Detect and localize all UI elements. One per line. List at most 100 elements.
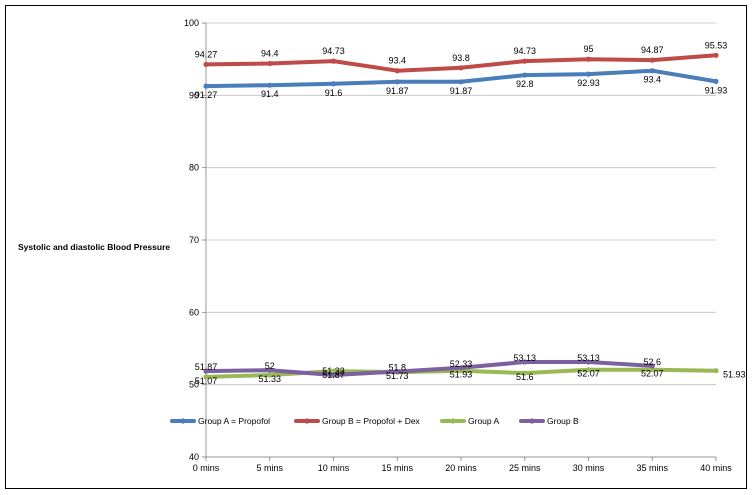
- data-point: [522, 72, 528, 78]
- axes: [202, 22, 717, 461]
- data-point: [267, 367, 273, 373]
- x-tick-label: 40 mins: [700, 463, 732, 473]
- data-point: [713, 368, 719, 374]
- data-point: [203, 61, 209, 68]
- data-label: 94.27: [195, 49, 218, 59]
- legend-label: Group A: [468, 416, 500, 426]
- x-tick-label: 15 mins: [381, 463, 413, 473]
- legend-label: Group B = Propofol + Dex: [322, 416, 421, 426]
- data-point: [522, 370, 528, 376]
- y-tick-label: 100: [184, 18, 199, 28]
- data-label: 51.6: [516, 372, 534, 382]
- data-label: 51.33: [258, 374, 281, 384]
- data-label: 91.6: [325, 88, 343, 98]
- data-label: 53.13: [577, 353, 600, 363]
- y-tick-label: 50: [189, 380, 199, 390]
- data-label: 92.8: [516, 79, 534, 89]
- data-label: 52.07: [577, 369, 600, 379]
- data-point: [649, 68, 655, 74]
- data-point: [394, 79, 400, 85]
- legend-label: Group A = Propofol: [198, 416, 270, 426]
- series-lines: [203, 52, 719, 380]
- data-label: 91.93: [705, 85, 728, 95]
- data-label: 91.27: [195, 90, 218, 100]
- y-tick-labels: 40 50 60 70 80 90 100: [184, 18, 199, 462]
- y-tick-label: 60: [189, 307, 199, 317]
- data-point: [713, 52, 719, 58]
- data-point: [267, 372, 273, 378]
- x-tick-label: 10 mins: [318, 463, 350, 473]
- data-label: 94.73: [322, 46, 345, 56]
- x-tick-label: 0 mins: [193, 463, 220, 473]
- data-point: [522, 58, 528, 64]
- data-label: 51.87: [195, 362, 218, 372]
- data-point: [330, 81, 337, 87]
- x-tick-label: 35 mins: [636, 463, 668, 473]
- data-point: [330, 372, 337, 378]
- data-label: 52.6: [643, 357, 661, 367]
- data-point: [585, 359, 592, 365]
- data-point: [649, 367, 655, 373]
- x-tick-label: 30 mins: [573, 463, 605, 473]
- data-point: [203, 374, 209, 380]
- x-tick-labels: 0 mins 5 mins 10 mins 15 mins 20 mins 25 mins…: [193, 463, 733, 473]
- data-label: 51.33: [322, 366, 345, 376]
- data-point: [649, 363, 655, 369]
- data-label: 52.07: [641, 369, 664, 379]
- data-label: 51.87: [322, 370, 345, 380]
- data-point: [649, 57, 655, 63]
- legend-label: Group B: [547, 416, 579, 426]
- data-point: [267, 82, 273, 88]
- y-tick-label: 40: [189, 452, 199, 462]
- chart-frame: [5, 5, 747, 489]
- data-label: 94.73: [513, 46, 536, 56]
- data-point: [203, 368, 209, 374]
- data-point: [458, 365, 464, 371]
- data-point: [330, 58, 337, 64]
- y-axis-label: Systolic and diastolic Blood Pressure: [18, 242, 170, 252]
- legend-marker: [450, 418, 456, 424]
- data-point: [394, 369, 400, 375]
- data-label: 53.13: [513, 353, 536, 363]
- legend-marker: [180, 418, 186, 424]
- data-label: 92.93: [577, 78, 600, 88]
- data-label: 93.4: [643, 75, 661, 85]
- data-labels: 91.27 91.4 91.6 91.87 91.87 92.8 92.93 93.4 91.9…: [195, 40, 746, 386]
- data-label: 91.4: [261, 89, 279, 99]
- legend-marker: [304, 418, 310, 424]
- data-point: [203, 83, 209, 89]
- legend-marker: [529, 418, 535, 424]
- x-tick-label: 20 mins: [445, 463, 477, 473]
- data-label: 51.73: [386, 371, 409, 381]
- legend: Group A = Propofol Group B = Propofol + D…: [170, 416, 579, 426]
- x-tick-label: 25 mins: [509, 463, 541, 473]
- data-label: 51.8: [388, 363, 406, 373]
- data-point: [713, 78, 719, 84]
- data-point: [585, 71, 592, 77]
- data-label: 51.07: [195, 376, 218, 386]
- data-point: [394, 68, 400, 74]
- data-label: 51.93: [450, 370, 473, 380]
- data-label: 95.53: [705, 40, 728, 50]
- y-tick-label: 70: [189, 235, 199, 245]
- data-label: 95: [583, 44, 593, 54]
- y-tick-label: 90: [189, 90, 199, 100]
- data-label: 94.4: [261, 49, 279, 59]
- series-line: [204, 360, 655, 377]
- data-point: [458, 79, 464, 85]
- x-tick-label: 5 mins: [256, 463, 283, 473]
- data-point: [585, 56, 592, 62]
- data-label: 52: [265, 361, 275, 371]
- data-point: [585, 367, 592, 373]
- data-label: 91.87: [386, 86, 409, 96]
- data-point: [267, 60, 273, 67]
- data-label: 93.4: [388, 56, 406, 66]
- data-point: [458, 65, 464, 71]
- data-label: 52.33: [450, 359, 473, 369]
- data-label: 93.8: [452, 53, 470, 63]
- data-point: [522, 359, 528, 365]
- y-tick-label: 80: [189, 163, 199, 173]
- data-label: 91.87: [450, 86, 473, 96]
- data-label: 51.93: [723, 370, 746, 380]
